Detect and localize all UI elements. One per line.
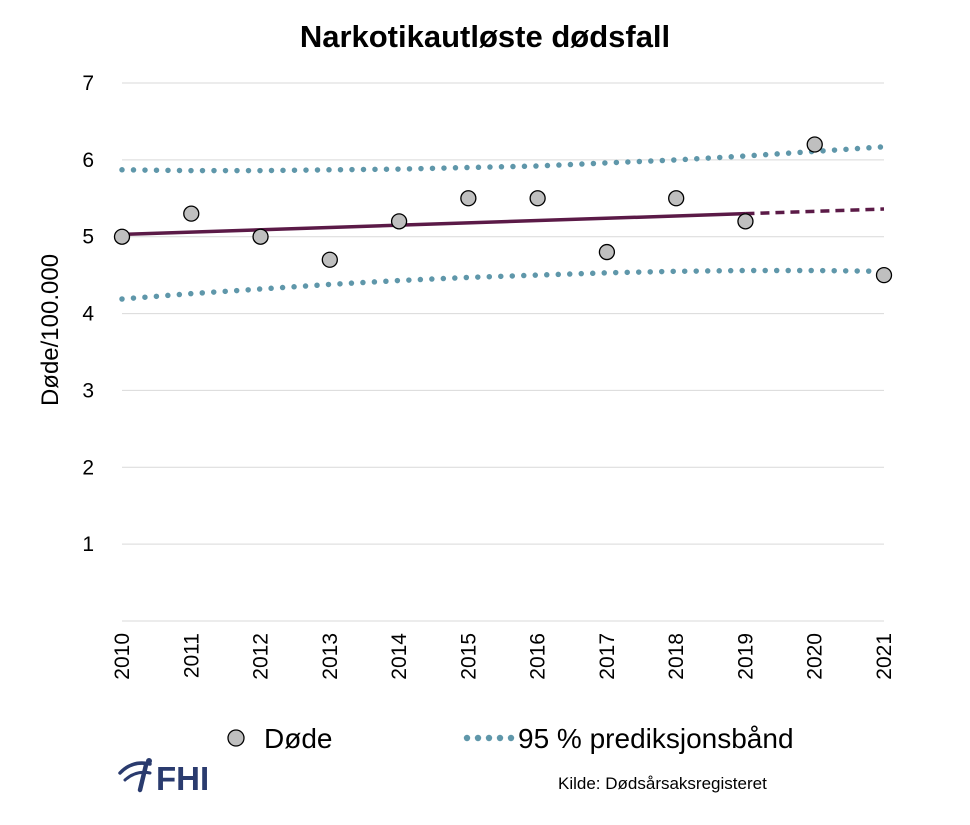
legend: Døde 95 % prediksjonsbånd [227,723,794,754]
y-tick-labels: 1 2 3 4 5 6 7 [82,72,94,556]
x-tick-label: 2016 [527,633,550,680]
x-tick-label: 2011 [180,633,203,678]
legend-label-band: 95 % prediksjonsbånd [518,723,794,754]
legend-marker-dode [227,729,245,747]
legend-marker-band [463,734,515,742]
band-lower-line [119,267,887,302]
x-tick-label: 2019 [734,633,757,680]
fhi-logo: FHI [118,758,209,797]
x-tick-label: 2014 [388,633,411,680]
gridlines [122,82,884,622]
source-note: Kilde: Dødsårsaksregisteret [558,774,767,793]
prediction-band-upper [119,144,887,174]
prediction-band-lower [119,267,887,302]
legend-label-dode: Døde [264,723,332,754]
x-tick-label: 2021 [873,633,896,680]
data-point [252,228,269,245]
x-tick-label: 2015 [457,633,480,680]
data-point [183,205,200,222]
y-tick-label: 4 [82,303,94,326]
data-point [390,213,408,230]
x-tick-label: 2012 [250,633,273,680]
x-tick-label: 2013 [319,633,342,680]
y-tick-label: 2 [82,456,94,479]
x-tick-label: 2020 [804,633,827,680]
data-point [598,243,616,261]
data-point [529,190,546,207]
chart-title: Narkotikautløste dødsfall [300,19,670,54]
y-tick-label: 6 [82,149,94,172]
trend-line [121,207,885,237]
y-axis-label: Døde/100.000 [37,254,64,406]
data-point [321,251,338,268]
y-tick-label: 7 [82,72,94,95]
x-tick-label: 2018 [665,633,688,680]
data-point [113,228,131,245]
x-tick-label: 2010 [111,633,134,680]
x-tick-labels: 2010 2011 2012 2013 2014 2015 2016 2017 2018 2019… [111,633,896,680]
x-tick-label: 2017 [596,633,619,680]
data-point [737,213,754,230]
data-point [875,266,893,284]
series-dode [113,136,893,284]
y-tick-label: 1 [82,533,94,556]
band-upper-line [119,144,887,174]
logo-text: FHI [156,760,209,797]
trend-line-solid [121,211,746,237]
y-tick-label: 3 [82,379,94,402]
y-tick-label: 5 [82,226,94,249]
data-point [806,136,823,153]
data-point [460,190,477,207]
trend-line-forecast [745,207,885,216]
data-point [668,190,685,207]
